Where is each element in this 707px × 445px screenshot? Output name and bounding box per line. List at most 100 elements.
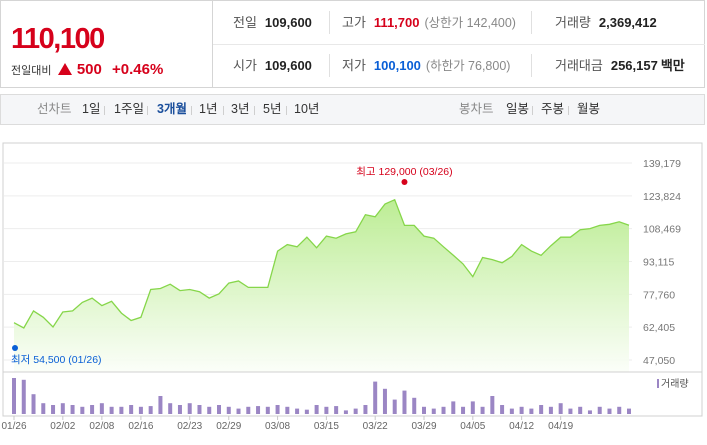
volume-bar bbox=[148, 406, 153, 414]
volume-bar bbox=[548, 406, 553, 414]
volume-bar bbox=[99, 403, 104, 414]
candle-daily[interactable]: 일봉 bbox=[506, 102, 530, 116]
volume-bar bbox=[382, 388, 387, 414]
x-tick-label: 04/12 bbox=[509, 421, 534, 432]
x-tick-label: 02/08 bbox=[89, 421, 114, 432]
volume-bar bbox=[519, 406, 524, 414]
volume-bar bbox=[617, 406, 622, 414]
x-tick-label: 03/15 bbox=[314, 421, 339, 432]
volume-bar bbox=[90, 405, 95, 414]
volume-bar bbox=[480, 406, 485, 414]
current-price: 110,100 bbox=[11, 23, 105, 55]
volume-bar bbox=[177, 405, 182, 414]
volume-stat: 거래량 2,369,412 bbox=[555, 15, 657, 30]
volume-bar bbox=[12, 378, 16, 414]
volume-bar bbox=[304, 409, 309, 414]
x-tick-label: 02/02 bbox=[50, 421, 75, 432]
volume-bar bbox=[31, 394, 36, 414]
volume-bar bbox=[275, 405, 280, 414]
min-price-marker bbox=[12, 345, 18, 351]
quote-header: 110,100 전일대비 500 +0.46% 전일 109,600 고가 111,… bbox=[0, 0, 705, 88]
volume-bar bbox=[119, 406, 124, 414]
price-volume-chart: 139,179 123,824 108,469 93,115 77,760 62,405 4… bbox=[1, 142, 703, 432]
volume-bar bbox=[470, 401, 475, 414]
max-price-marker bbox=[401, 179, 408, 185]
volume-bar bbox=[217, 405, 221, 414]
volume-bar bbox=[158, 396, 163, 414]
candle-chart-label: 봉차트 bbox=[459, 102, 494, 116]
volume-bar bbox=[41, 403, 46, 414]
period-3y[interactable]: 3년 bbox=[231, 102, 250, 116]
volume-legend-label: 거래량 bbox=[661, 378, 689, 390]
change-percent: +0.46% bbox=[112, 61, 164, 78]
x-tick-label: 02/16 bbox=[128, 421, 153, 432]
volume-bar bbox=[597, 406, 602, 414]
volume-bar bbox=[627, 408, 631, 414]
period-10y[interactable]: 10년 bbox=[294, 102, 320, 116]
period-selector-bar: 선차트 1일 1주일 3개월 1년 3년 5년 10년 봉차트 일봉 주봉 월봉 bbox=[0, 94, 705, 125]
volume-bar bbox=[461, 406, 466, 414]
period-5y[interactable]: 5년 bbox=[263, 102, 282, 116]
volume-bar bbox=[451, 401, 456, 414]
x-tick-label: 02/23 bbox=[177, 421, 202, 432]
volume-bar bbox=[334, 406, 339, 414]
price-chart-area: 139,179 123,824 108,469 93,115 77,760 62,405 4… bbox=[0, 126, 705, 440]
volume-bar bbox=[363, 405, 368, 414]
volume-bar bbox=[490, 396, 495, 414]
y-tick-label: 47,050 bbox=[643, 355, 675, 367]
prev-close-stat: 전일 109,600 bbox=[233, 15, 312, 30]
stats-row-1: 전일 109,600 고가 111,700 (상한가 142,400) 거래량 2,36… bbox=[213, 1, 705, 45]
trade-value-stat: 거래대금 256,157 백만 bbox=[555, 58, 685, 73]
volume-bar bbox=[246, 406, 251, 414]
stats-row-2: 시가 109,600 저가 100,100 (하한가 76,800) 거래대금 256,… bbox=[213, 44, 705, 87]
candle-weekly[interactable]: 주봉 bbox=[541, 102, 565, 116]
price-area-fill bbox=[14, 199, 629, 383]
period-1y[interactable]: 1년 bbox=[199, 102, 218, 116]
volume-bar bbox=[353, 408, 358, 414]
volume-bar bbox=[343, 410, 348, 414]
y-tick-label: 62,405 bbox=[643, 322, 675, 334]
volume-bar bbox=[187, 403, 192, 414]
x-tick-label: 03/22 bbox=[363, 421, 388, 432]
price-line bbox=[13, 198, 630, 329]
volume-bar bbox=[109, 406, 114, 414]
volume-bar bbox=[373, 381, 378, 414]
volume-bar bbox=[256, 406, 261, 414]
volume-bar bbox=[568, 408, 573, 414]
volume-bar bbox=[207, 406, 212, 414]
x-tick-label: 02/29 bbox=[216, 421, 241, 432]
volume-bar bbox=[168, 403, 173, 414]
x-tick-label: 03/08 bbox=[265, 421, 290, 432]
volume-bar bbox=[80, 406, 85, 414]
volume-bar bbox=[324, 406, 329, 414]
volume-bar bbox=[539, 405, 544, 414]
volume-bar bbox=[441, 406, 446, 414]
y-tick-label: 93,115 bbox=[643, 256, 674, 268]
x-tick-label: 03/29 bbox=[411, 421, 436, 432]
period-1w[interactable]: 1주일 bbox=[114, 102, 144, 116]
open-stat: 시가 109,600 bbox=[233, 58, 312, 73]
volume-bar bbox=[558, 403, 563, 414]
volume-bar bbox=[295, 408, 300, 414]
volume-bar bbox=[314, 405, 319, 414]
volume-bar bbox=[412, 397, 417, 414]
period-1d[interactable]: 1일 bbox=[82, 102, 101, 116]
volume-bar bbox=[422, 406, 426, 414]
candle-monthly[interactable]: 월봉 bbox=[577, 102, 601, 116]
volume-bar bbox=[51, 405, 56, 414]
low-stat: 저가 100,100 (하한가 76,800) bbox=[342, 58, 511, 73]
volume-bar bbox=[21, 379, 26, 414]
high-stat: 고가 111,700 (상한가 142,400) bbox=[342, 15, 516, 30]
volume-bar bbox=[197, 405, 202, 414]
y-tick-label: 123,824 bbox=[643, 191, 681, 203]
volume-bar bbox=[587, 410, 592, 414]
volume-bar bbox=[70, 405, 75, 414]
period-3m[interactable]: 3개월 bbox=[157, 102, 187, 116]
volume-legend-swatch bbox=[657, 379, 659, 388]
volume-bar bbox=[529, 408, 534, 414]
min-price-label: 최저 54,500 (01/26) bbox=[11, 354, 102, 366]
volume-bar bbox=[236, 408, 241, 414]
volume-bar bbox=[392, 399, 397, 414]
volume-bar bbox=[226, 406, 231, 414]
y-tick-label: 77,760 bbox=[643, 289, 675, 301]
